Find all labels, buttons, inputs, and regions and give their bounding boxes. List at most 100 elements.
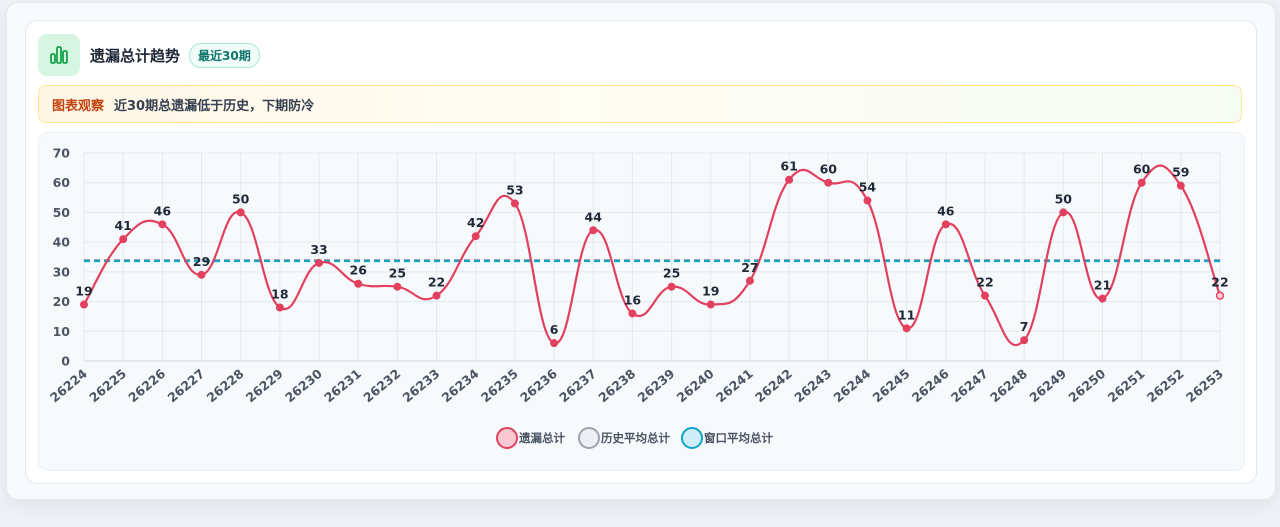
x-tick-label: 26233: [400, 366, 443, 405]
data-point: [119, 235, 128, 244]
x-tick-label: 26246: [909, 366, 952, 406]
data-label: 18: [271, 287, 288, 302]
legend-label: 遗漏总计: [518, 431, 565, 445]
y-tick-label: 30: [53, 264, 71, 279]
x-tick-label: 26225: [86, 366, 129, 405]
data-point: [1215, 291, 1225, 300]
data-point: [628, 309, 637, 318]
data-point: [471, 232, 480, 241]
data-label: 27: [741, 260, 758, 275]
data-label: 26: [350, 263, 368, 278]
data-label: 50: [232, 191, 250, 206]
data-label: 7: [1020, 319, 1029, 334]
x-tick-label: 26227: [164, 366, 207, 405]
x-tick-label: 26226: [125, 366, 168, 406]
x-tick-label: 26240: [674, 366, 717, 406]
data-point: [1098, 294, 1107, 303]
page-frame: 遗漏总计趋势 最近30期 图表观察 近30期总遗漏低于历史，下期防冷 0 10 20…: [6, 2, 1276, 500]
data-label: 6: [550, 322, 559, 337]
y-tick-label: 40: [53, 235, 71, 250]
x-tick-label: 26245: [870, 366, 913, 405]
x-tick-label: 26241: [713, 366, 756, 405]
data-point: [393, 282, 402, 291]
x-tick-label: 26237: [556, 366, 599, 405]
data-label: 53: [506, 183, 523, 198]
legend-marker: [578, 427, 600, 449]
legend-marker: [681, 427, 703, 449]
data-label: 25: [663, 266, 680, 281]
data-point: [667, 282, 676, 291]
data-label: 59: [1172, 165, 1189, 180]
x-tick-label: 26242: [752, 366, 795, 405]
line-chart: 0102030405060702622426225262262622726228…: [47, 146, 1229, 449]
data-point: [236, 208, 245, 217]
x-tick-label: 26234: [439, 366, 482, 406]
data-label: 22: [1211, 275, 1228, 290]
observation-label: 图表观察: [52, 98, 105, 114]
data-label: 29: [193, 254, 210, 269]
data-label: 25: [389, 266, 406, 281]
data-label: 54: [859, 180, 877, 195]
y-tick-label: 60: [53, 175, 71, 190]
legend-label: 历史平均总计: [601, 431, 670, 445]
x-tick-label: 26231: [321, 366, 364, 405]
legend-label: 窗口平均总计: [704, 431, 773, 445]
data-point: [510, 199, 519, 208]
chart-area: 0 10 20 30 40 50 60 70 26224 26225 26226 26227 26228…: [38, 132, 1245, 471]
data-point: [80, 300, 89, 309]
x-tick-label: 26243: [791, 366, 834, 405]
data-label: 22: [976, 275, 993, 290]
x-tick-label: 26252: [1144, 366, 1187, 405]
data-point: [315, 258, 324, 267]
data-label: 11: [898, 307, 915, 322]
y-tick-label: 10: [53, 324, 71, 339]
data-label: 61: [780, 159, 797, 174]
data-point: [980, 291, 989, 300]
data-label: 46: [154, 203, 172, 218]
data-point: [354, 279, 363, 288]
data-label: 44: [585, 209, 603, 224]
x-tick-label: 26251: [1105, 366, 1148, 405]
data-point: [158, 220, 167, 229]
legend-marker: [496, 427, 518, 449]
data-label: 60: [820, 162, 838, 177]
data-label: 50: [1055, 191, 1073, 206]
data-label: 42: [467, 215, 484, 230]
x-tick-label: 26232: [360, 366, 403, 405]
x-tick-label: 26239: [635, 366, 678, 405]
x-tick-label: 26247: [948, 366, 991, 405]
data-point: [197, 270, 206, 279]
x-tick-label: 26230: [282, 366, 325, 406]
data-label: 22: [428, 275, 445, 290]
data-point: [745, 276, 754, 285]
bar-chart-icon: [38, 34, 80, 76]
card-title: 遗漏总计趋势: [90, 46, 181, 65]
y-tick-label: 0: [61, 354, 70, 369]
y-tick-label: 70: [53, 146, 71, 161]
data-label: 60: [1133, 162, 1151, 177]
data-point: [824, 178, 833, 187]
series-line: [83, 164, 1222, 347]
y-tick-label: 50: [53, 205, 71, 220]
data-label: 19: [702, 284, 719, 299]
period-badge: 最近30期: [189, 42, 260, 68]
card-header: 遗漏总计趋势 最近30期: [38, 33, 260, 77]
x-tick-label: 26224: [47, 366, 90, 406]
data-point: [550, 339, 559, 348]
data-point: [863, 196, 872, 205]
data-point: [1176, 181, 1185, 190]
x-tick-label: 26236: [517, 366, 560, 406]
trend-card: 遗漏总计趋势 最近30期 图表观察 近30期总遗漏低于历史，下期防冷 0 10 20…: [25, 20, 1257, 484]
data-point: [1137, 178, 1146, 187]
y-tick-label: 20: [53, 294, 71, 309]
data-point: [1020, 336, 1029, 345]
x-tick-label: 26228: [204, 366, 247, 405]
data-label: 21: [1094, 278, 1111, 293]
x-tick-label: 26244: [830, 366, 873, 406]
data-label: 46: [937, 203, 955, 218]
data-point: [589, 226, 598, 235]
x-tick-label: 26229: [243, 366, 286, 405]
data-point: [706, 300, 715, 309]
data-point: [275, 303, 284, 312]
data-label: 19: [75, 284, 92, 299]
